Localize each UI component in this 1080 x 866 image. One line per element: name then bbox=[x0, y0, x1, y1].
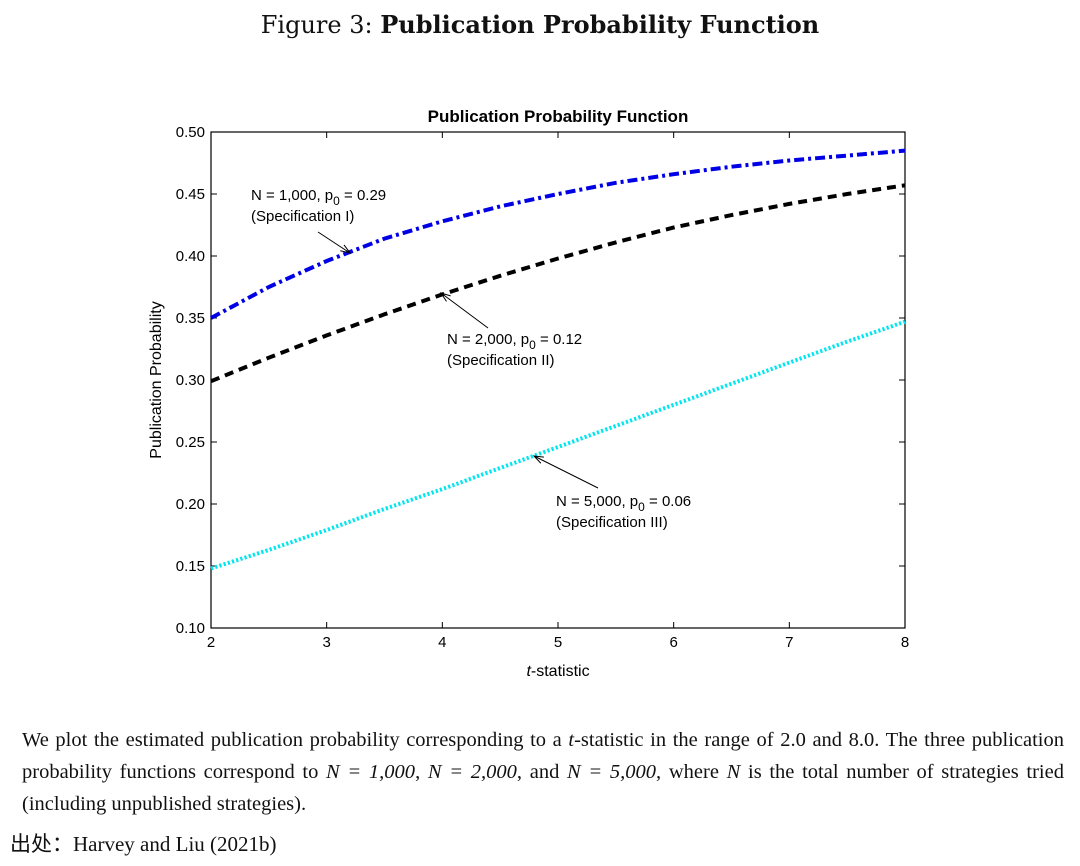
annotation-1-line2: (Specification I) bbox=[251, 208, 354, 225]
y-tick-label: 0.45 bbox=[176, 186, 205, 203]
source-line: 出处：Harvey and Liu (2021b) bbox=[10, 828, 277, 858]
y-tick-label: 0.35 bbox=[176, 310, 205, 327]
annotation-3-arrow bbox=[533, 455, 599, 489]
description-sep-2: , and bbox=[516, 761, 568, 783]
annotation-3-line1: N = 5,000, p0 = 0.06 bbox=[556, 493, 691, 514]
x-tick-label: 2 bbox=[207, 634, 215, 651]
x-tick-label: 6 bbox=[669, 634, 677, 651]
plot-frame bbox=[210, 131, 906, 629]
annotation-1-line1: N = 1,000, p0 = 0.29 bbox=[251, 187, 386, 208]
chart-title: Publication Probability Function bbox=[428, 107, 689, 126]
y-axis-label: Publication Probability bbox=[148, 301, 165, 458]
x-tick-label: 3 bbox=[322, 634, 330, 651]
series-line-3 bbox=[210, 319, 906, 571]
description-text-1: We plot the estimated publication probab… bbox=[22, 729, 569, 751]
description-text-2: -statistic in the range of 2.0 and 8.0. … bbox=[22, 729, 1064, 783]
description-eq-1: N = 1,000 bbox=[326, 761, 416, 783]
annotation-2-arrow bbox=[440, 292, 489, 329]
annotation-1-arrowhead bbox=[340, 244, 352, 254]
figure-title: Publication Probability Function bbox=[380, 10, 820, 39]
description-t-symbol: t bbox=[568, 729, 575, 751]
x-tick-label: 7 bbox=[785, 634, 793, 651]
annotation-2-arrowhead bbox=[439, 292, 451, 302]
annotation-1-arrow bbox=[317, 231, 351, 254]
series-line-2 bbox=[210, 183, 906, 384]
description-sep-1: , bbox=[415, 761, 428, 783]
y-tick-label: 0.20 bbox=[176, 496, 205, 513]
annotation-3-line2: (Specification III) bbox=[556, 514, 668, 531]
figure-description: We plot the estimated publication probab… bbox=[22, 724, 1064, 820]
series-line-1 bbox=[210, 148, 906, 320]
x-tick-label: 8 bbox=[901, 634, 909, 651]
description-n-symbol: N bbox=[726, 761, 741, 783]
description-text-3: , where bbox=[656, 761, 727, 783]
y-tick-label: 0.25 bbox=[176, 434, 205, 451]
y-tick-label: 0.15 bbox=[176, 558, 205, 575]
y-tick-label: 0.30 bbox=[176, 372, 205, 389]
description-eq-2: N = 2,000 bbox=[427, 761, 517, 783]
y-tick-label: 0.50 bbox=[176, 124, 205, 141]
x-tick-label: 4 bbox=[438, 634, 446, 651]
source-text: Harvey and Liu (2021b) bbox=[73, 832, 277, 856]
y-tick-label: 0.10 bbox=[176, 620, 205, 637]
annotation-3-arrowhead bbox=[532, 455, 544, 464]
figure-number: Figure 3: bbox=[260, 11, 373, 39]
x-axis-label: t-statistic bbox=[526, 663, 589, 680]
annotation-2-line1: N = 2,000, p0 = 0.12 bbox=[447, 331, 582, 352]
figure-caption: Figure 3: Publication Probability Functi… bbox=[0, 10, 1080, 39]
y-tick-label: 0.40 bbox=[176, 248, 205, 265]
chart: Publication Probability Function 2 3 4 5 6 7 8 0… bbox=[148, 107, 909, 680]
annotation-2-line2: (Specification II) bbox=[447, 352, 555, 369]
x-tick-label: 5 bbox=[554, 634, 562, 651]
source-label: 出处： bbox=[10, 832, 73, 856]
description-text-4: is the total number of strategies tried … bbox=[22, 761, 1064, 815]
description-eq-3: N = 5,000 bbox=[567, 761, 657, 783]
